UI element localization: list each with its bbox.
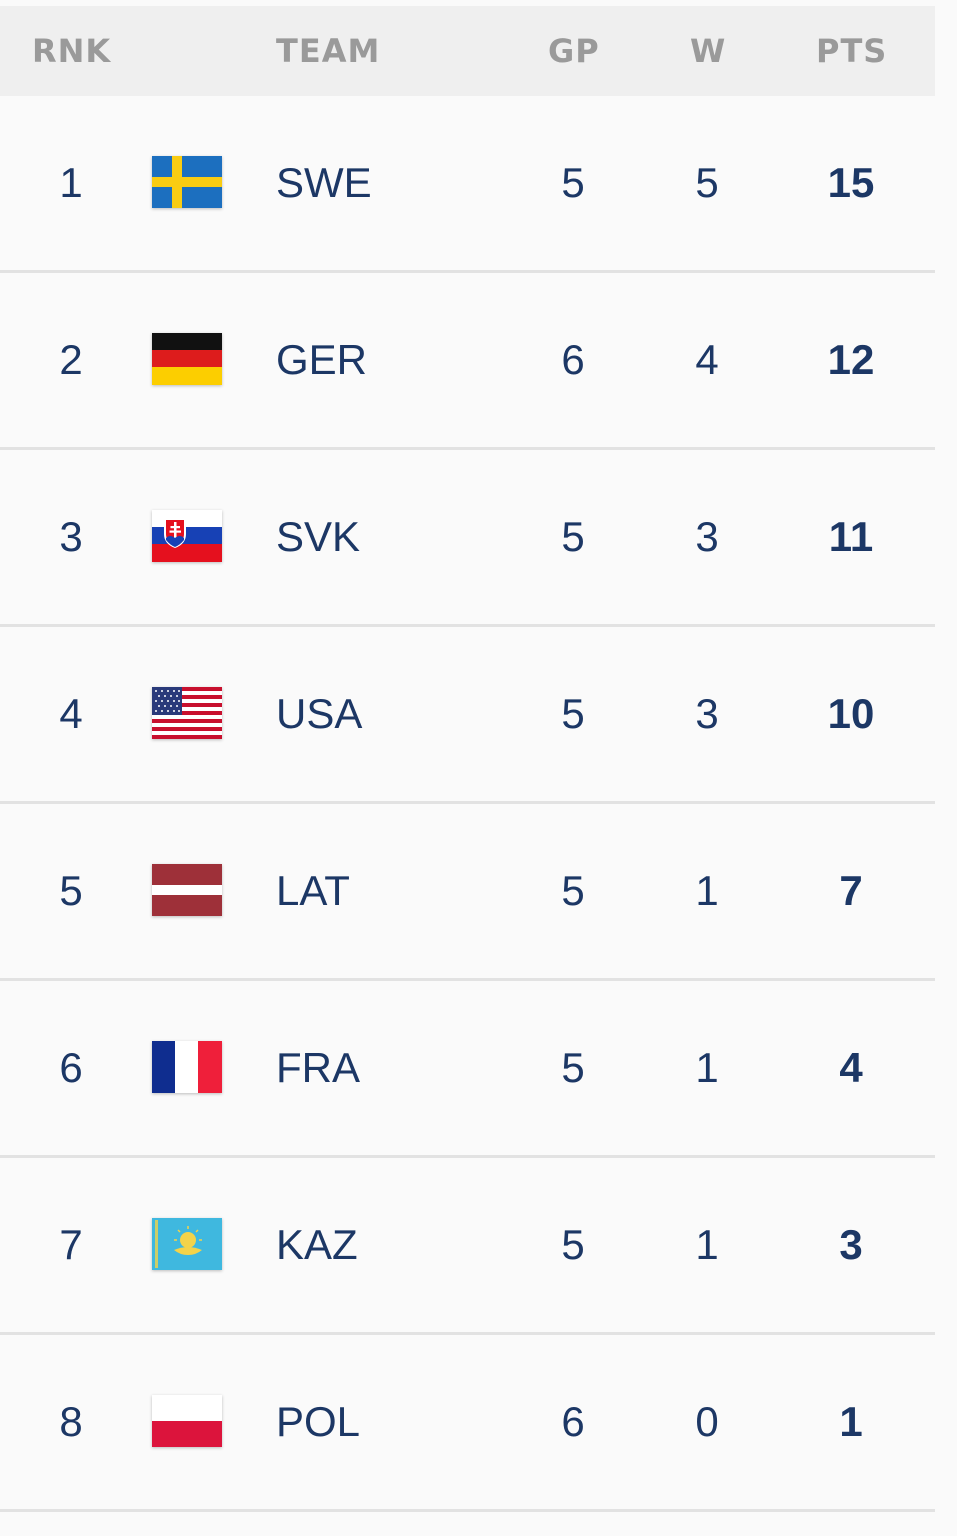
column-header-games-played[interactable]: GP [548, 32, 600, 70]
rank-cell: 8 [59, 1398, 83, 1445]
latvia-flag-icon [152, 864, 222, 916]
column-header-team[interactable]: TEAM [276, 32, 381, 70]
rank-cell: 1 [59, 159, 83, 206]
team-name[interactable]: POL [276, 1398, 361, 1445]
team-name[interactable]: USA [276, 690, 363, 737]
points-cell: 4 [839, 1044, 863, 1091]
germany-flag-icon [152, 333, 222, 385]
points-cell: 1 [839, 1398, 863, 1445]
points-cell: 12 [827, 336, 875, 383]
kazakhstan-flag-icon [152, 1218, 222, 1270]
column-header-wins[interactable]: W [690, 32, 727, 70]
slovakia-flag-icon [152, 510, 222, 562]
games-played-cell: 5 [561, 1044, 585, 1091]
table-row[interactable]: 2 GER 6 4 12 [0, 273, 935, 450]
rank-cell: 3 [59, 513, 83, 560]
wins-cell: 1 [695, 1221, 719, 1268]
points-cell: 11 [828, 513, 874, 560]
wins-cell: 3 [695, 513, 719, 560]
points-cell: 3 [839, 1221, 863, 1268]
team-name[interactable]: LAT [276, 867, 350, 914]
table-row[interactable]: 1 SWE 5 5 15 [0, 96, 935, 273]
table-row[interactable]: 3 SVK 5 3 11 [0, 450, 935, 627]
games-played-cell: 6 [561, 336, 585, 383]
rank-cell: 2 [59, 336, 83, 383]
wins-cell: 0 [695, 1398, 719, 1445]
games-played-cell: 5 [561, 867, 585, 914]
table-row[interactable]: 5 LAT 5 1 7 [0, 804, 935, 981]
poland-flag-icon [152, 1395, 222, 1447]
wins-cell: 5 [695, 159, 719, 206]
table-row[interactable]: 6 FRA 5 1 4 [0, 981, 935, 1158]
team-name[interactable]: SVK [276, 513, 361, 560]
team-name[interactable]: FRA [276, 1044, 360, 1091]
points-cell: 10 [827, 690, 875, 737]
column-header-points[interactable]: PTS [816, 32, 888, 70]
wins-cell: 1 [695, 867, 719, 914]
rank-cell: 4 [59, 690, 83, 737]
team-name[interactable]: SWE [276, 159, 372, 206]
table-header: RNK TEAM GP W PTS [0, 6, 935, 96]
games-played-cell: 6 [561, 1398, 585, 1445]
games-played-cell: 5 [561, 513, 585, 560]
points-cell: 15 [827, 159, 875, 206]
table-row[interactable]: 8 POL 6 0 1 [0, 1335, 935, 1512]
wins-cell: 3 [695, 690, 719, 737]
rank-cell: 7 [59, 1221, 83, 1268]
wins-cell: 1 [695, 1044, 719, 1091]
table-row[interactable]: 4 USA 5 3 [0, 627, 935, 804]
games-played-cell: 5 [561, 159, 585, 206]
points-cell: 7 [839, 867, 863, 914]
rank-cell: 6 [59, 1044, 83, 1091]
rank-cell: 5 [59, 867, 83, 914]
france-flag-icon [152, 1041, 222, 1093]
team-name[interactable]: KAZ [276, 1221, 358, 1268]
column-header-rank[interactable]: RNK [32, 32, 112, 70]
usa-flag-icon [152, 687, 222, 739]
games-played-cell: 5 [561, 1221, 585, 1268]
wins-cell: 4 [695, 336, 719, 383]
games-played-cell: 5 [561, 690, 585, 737]
sweden-flag-icon [152, 156, 222, 208]
standings-table: RNK TEAM GP W PTS 1 SWE 5 5 15 2 GER 6 4… [0, 6, 935, 1512]
team-name[interactable]: GER [276, 336, 368, 383]
table-row[interactable]: 7 KAZ 5 1 3 [0, 1158, 935, 1335]
